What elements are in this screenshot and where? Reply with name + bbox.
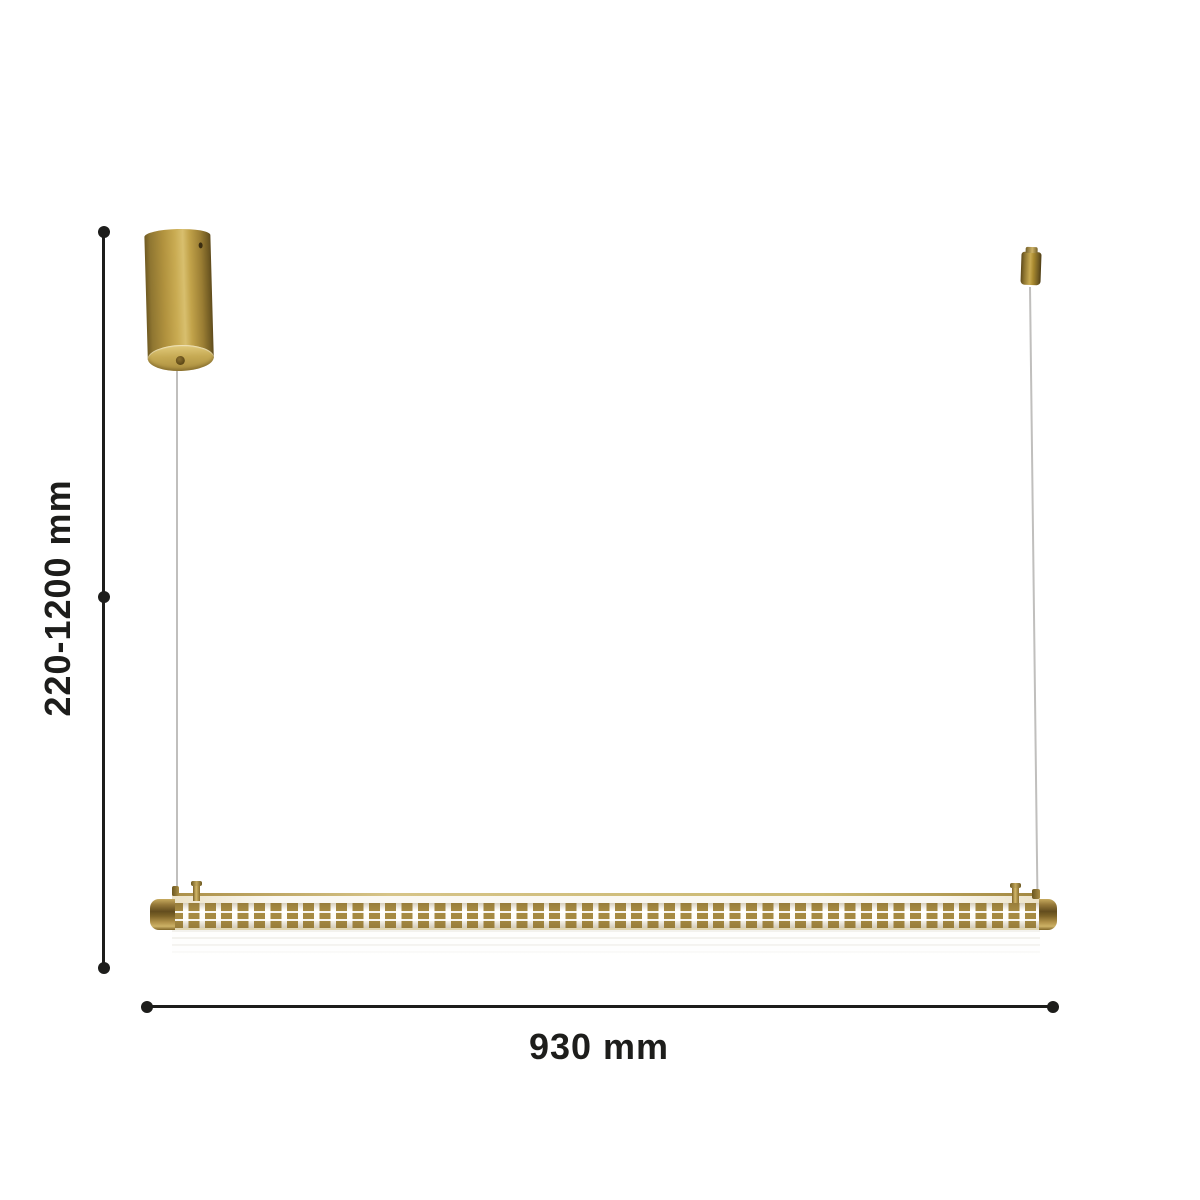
ceiling-canopy [144,228,215,372]
canopy-cylinder-body [144,228,214,360]
height-dimension-line [97,226,110,974]
wire-attachment-right [1032,889,1040,899]
cable-gripper-fitting [1020,251,1042,286]
height-dimension-label: 220-1200 mm [37,479,78,717]
width-dimension-line [141,1000,1059,1013]
dimension-endpoint-dot [97,226,110,238]
tube-led-slot-band [172,903,1040,928]
width-dimension-label: 930 mm [528,1026,670,1067]
suspension-wire-right [1029,286,1039,899]
tube-top-edge [172,893,1040,896]
slot-divider-line [172,911,1040,913]
light-tube [172,893,1040,959]
slot-divider-line [172,919,1040,921]
wire-attachment-left [172,886,179,896]
tube-top-pin-left [191,881,202,901]
dimension-endpoint-dot [97,962,110,974]
suspension-wire-left [176,362,178,900]
dimension-endpoint-dot [141,1000,153,1013]
tube-upper-strip [172,896,1040,903]
dimension-midpoint-dot [97,591,110,603]
tube-top-pin-right [1010,883,1021,903]
tube-end-cap-right [1039,899,1057,930]
tube-glass-diffuser [172,930,1040,959]
dimension-endpoint-dot [1047,1000,1059,1013]
canopy-mount-hole [198,242,203,249]
tube-band-underline [172,928,1040,930]
tube-end-cap-left [150,899,175,930]
